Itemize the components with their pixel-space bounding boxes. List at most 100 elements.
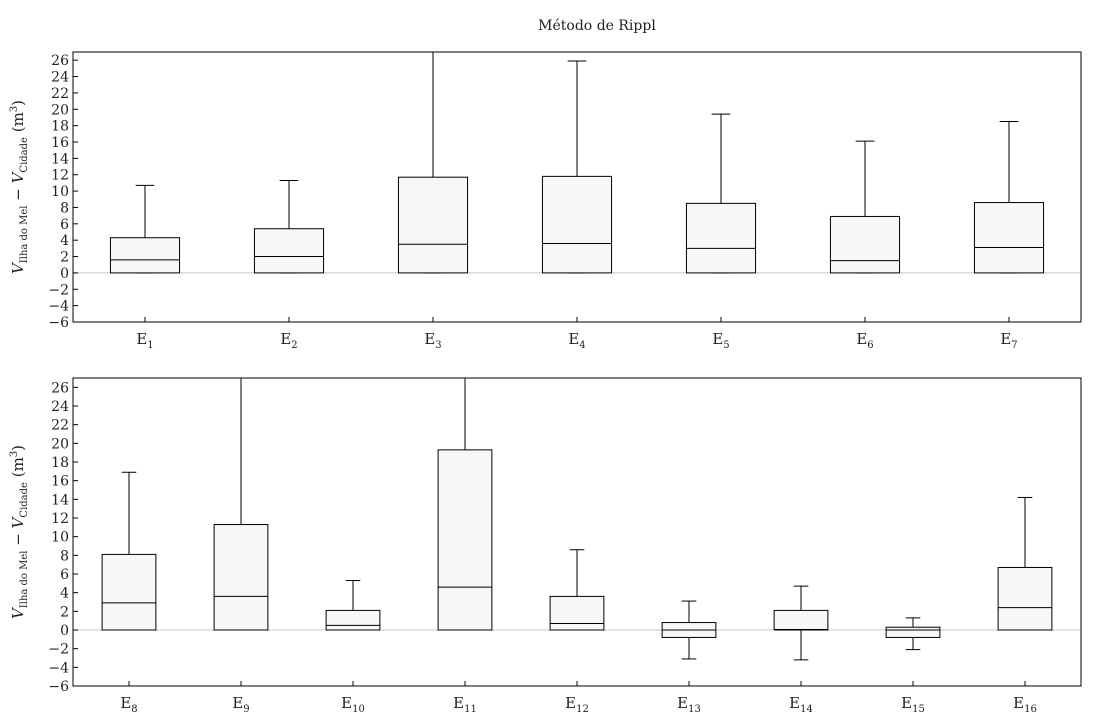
x-tick-label: E11: [453, 694, 477, 715]
category-base: E: [1000, 330, 1011, 348]
y-label-part: ): [9, 100, 27, 106]
iqr-box: [973, 202, 1045, 274]
y-label-part: V: [9, 261, 27, 274]
category-subscript: 9: [243, 704, 249, 715]
iqr-box: [325, 609, 381, 631]
y-tick-label: 20: [51, 436, 69, 452]
x-tick-label: E4: [568, 330, 585, 351]
y-axis-label: VIlha do Mel − VCidade (m3): [9, 100, 30, 274]
category-base: E: [232, 694, 243, 712]
y-tick-label: 22: [51, 418, 69, 434]
box-E8: [101, 471, 157, 631]
category-subscript: 14: [800, 704, 813, 715]
y-tick-label: 18: [51, 455, 69, 471]
y-label-part: 3: [9, 451, 20, 457]
x-tick-label: E12: [565, 694, 589, 715]
y-tick-label: 6: [60, 217, 69, 233]
y-tick-label: 6: [60, 567, 69, 583]
y-tick-label: 12: [51, 511, 69, 527]
category-base: E: [712, 330, 723, 348]
x-tick-label: E8: [120, 694, 137, 715]
iqr-box: [253, 228, 325, 274]
y-tick-label: 4: [60, 586, 69, 602]
iqr-box: [109, 237, 181, 274]
y-tick-label: 12: [51, 168, 69, 184]
box-E1: [109, 184, 181, 274]
category-subscript: 6: [867, 340, 873, 351]
y-label-part: (m: [9, 112, 27, 137]
box-E6: [829, 140, 901, 274]
y-tick-label: −4: [48, 299, 69, 315]
x-tick-label: E16: [1013, 694, 1037, 715]
y-tick-label: 24: [51, 399, 69, 415]
y-tick-label: 18: [51, 119, 69, 135]
iqr-box: [997, 566, 1053, 631]
box-E9: [213, 377, 269, 631]
y-label-part: Ilha do Mel: [19, 206, 30, 264]
category-subscript: 2: [291, 340, 297, 351]
category-base: E: [424, 330, 435, 348]
x-tick-label: E9: [232, 694, 249, 715]
y-tick-label: 0: [60, 623, 69, 639]
y-tick-label: −4: [48, 660, 69, 676]
y-tick-label: 8: [60, 548, 69, 564]
y-tick-label: 2: [60, 604, 69, 620]
y-label-part: Cidade: [19, 482, 30, 518]
category-base: E: [1013, 694, 1024, 712]
y-label-part: −: [9, 183, 27, 205]
category-subscript: 11: [464, 704, 477, 715]
iqr-box: [541, 175, 613, 274]
x-tick-label: E14: [789, 694, 813, 715]
iqr-box: [437, 449, 493, 631]
box-E3: [397, 51, 469, 274]
y-tick-label: 8: [60, 200, 69, 216]
y-tick-label: 16: [51, 474, 69, 490]
y-label-part: V: [9, 606, 27, 619]
category-subscript: 8: [131, 704, 137, 715]
iqr-box: [213, 524, 269, 631]
category-subscript: 4: [579, 340, 585, 351]
category-base: E: [856, 330, 867, 348]
y-tick-label: 10: [51, 530, 69, 546]
category-base: E: [568, 330, 579, 348]
y-tick-label: −2: [48, 282, 69, 298]
category-base: E: [453, 694, 464, 712]
y-label-part: 3: [9, 106, 20, 112]
y-label-part: Ilha do Mel: [19, 551, 30, 609]
box-E16: [997, 496, 1053, 631]
box-E11: [437, 377, 493, 631]
y-tick-label: −6: [48, 679, 69, 695]
category-subscript: 5: [723, 340, 729, 351]
y-tick-label: 20: [51, 102, 69, 118]
box-E15: [885, 617, 941, 651]
category-base: E: [120, 694, 131, 712]
box-E13: [661, 600, 717, 660]
y-tick-label: 22: [51, 86, 69, 102]
y-label-part: Cidade: [19, 137, 30, 173]
box-E4: [541, 60, 613, 274]
category-base: E: [136, 330, 147, 348]
iqr-box: [829, 215, 901, 274]
y-axis-label: VIlha do Mel − VCidade (m3): [9, 445, 30, 619]
y-label-part: (m: [9, 457, 27, 482]
category-base: E: [789, 694, 800, 712]
box-E5: [685, 113, 757, 274]
y-label-part: V: [9, 170, 27, 183]
y-tick-label: −6: [48, 315, 69, 331]
y-label-part: V: [9, 515, 27, 528]
x-tick-label: E6: [856, 330, 873, 351]
box-E10: [325, 580, 381, 631]
category-subscript: 15: [912, 704, 925, 715]
y-tick-label: 10: [51, 184, 69, 200]
category-subscript: 3: [435, 340, 441, 351]
x-tick-label: E5: [712, 330, 729, 351]
y-tick-label: 14: [51, 151, 69, 167]
x-tick-label: E2: [280, 330, 297, 351]
category-base: E: [677, 694, 688, 712]
x-tick-label: E15: [901, 694, 925, 715]
x-tick-label: E3: [424, 330, 441, 351]
x-tick-label: E1: [136, 330, 153, 351]
category-subscript: 1: [147, 340, 153, 351]
box-E7: [973, 121, 1045, 274]
x-tick-label: E7: [1000, 330, 1017, 351]
